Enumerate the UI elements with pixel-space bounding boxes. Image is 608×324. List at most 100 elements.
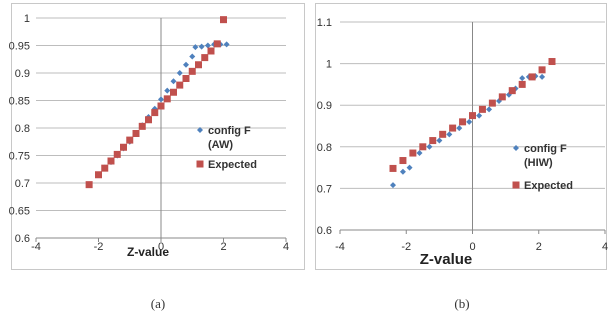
expected-point-a <box>195 61 202 69</box>
y-tick-label-a: 0.9 <box>15 68 30 80</box>
expected-point-b <box>409 149 417 157</box>
expected-point-a <box>201 54 209 62</box>
expected-point-a <box>188 67 196 75</box>
config-point-b <box>476 112 483 119</box>
y-tick-label-b: 1.1 <box>317 17 332 29</box>
expected-point-a <box>163 95 171 103</box>
x-axis-label-b: Z-value <box>420 251 473 268</box>
expected-point-b <box>449 124 457 132</box>
config-point-b <box>416 150 423 157</box>
expected-point-a <box>145 116 152 124</box>
expected-point-a <box>132 130 140 137</box>
expected-point-a <box>220 16 227 24</box>
expected-point-b <box>469 112 476 120</box>
expected-point-a <box>107 157 115 165</box>
x-tick-label-a: 0 <box>158 241 164 253</box>
config-point-a <box>170 78 177 85</box>
expected-point-a <box>151 109 159 117</box>
config-point-b <box>390 182 396 189</box>
legend-label-config-a: (AW) <box>208 139 233 151</box>
expected-point-b <box>488 99 496 107</box>
config-point-b <box>539 73 546 80</box>
x-tick-label-b: 2 <box>536 241 542 253</box>
expected-point-b <box>389 164 397 172</box>
expected-point-b <box>399 157 407 165</box>
x-axis-label-a: Z-value <box>127 245 169 259</box>
config-point-b <box>426 143 433 150</box>
expected-point-b <box>478 105 486 113</box>
expected-point-b <box>439 130 447 138</box>
config-point-a <box>192 44 199 51</box>
y-tick-label-b: 0.9 <box>317 100 332 112</box>
expected-point-b <box>498 93 506 101</box>
config-point-a <box>164 87 171 94</box>
legend-marker-expected-b <box>512 181 520 189</box>
x-tick-label-b: 0 <box>469 241 475 253</box>
config-point-b <box>456 125 463 132</box>
expected-point-a <box>95 171 102 179</box>
expected-point-a <box>176 81 184 89</box>
chart-panel-b: 0.6 0.7 0.8 0.9 1 1.1 -4 -2 0 2 4 Z-value config F (H… <box>308 0 608 272</box>
expected-point-a <box>126 136 134 144</box>
chart-b-svg: 0.6 0.7 0.8 0.9 1 1.1 -4 -2 0 2 4 Z-value config F (H… <box>317 17 608 268</box>
x-tick-label-b: -4 <box>335 241 345 253</box>
x-tick-label-b: 4 <box>602 241 608 253</box>
config-point-a <box>204 42 211 49</box>
x-tick-label-a: 4 <box>283 241 289 253</box>
config-point-b <box>519 75 526 82</box>
expected-point-b <box>459 118 467 126</box>
config-point-a <box>189 53 196 60</box>
config-point-a <box>198 43 205 50</box>
expected-point-a <box>120 143 127 151</box>
y-tick-label-a: 1 <box>24 13 30 25</box>
legend-marker-expected-a <box>196 160 204 168</box>
caption-a: (a) <box>150 296 166 311</box>
expected-point-a <box>213 40 221 48</box>
expected-point-a <box>157 102 165 110</box>
legend-label-config-a: config F <box>208 125 251 137</box>
y-tick-label-a: 0.8 <box>15 123 30 135</box>
expected-point-a <box>113 150 121 158</box>
y-tick-label-b: 1 <box>326 59 332 71</box>
y-tick-label-a: 0.6 <box>15 233 30 245</box>
expected-point-a <box>207 47 215 55</box>
y-tick-label-a: 0.85 <box>9 96 30 108</box>
expected-point-b <box>548 58 556 66</box>
config-point-b <box>399 168 406 175</box>
chart-frame-a <box>11 3 305 270</box>
config-point-a <box>176 70 183 76</box>
y-tick-label-a: 0.65 <box>9 206 30 218</box>
y-tick-label-a: 0.95 <box>9 41 30 53</box>
y-tick-label-b: 0.8 <box>317 142 332 154</box>
config-point-a <box>183 61 189 68</box>
expected-point-a <box>101 164 109 172</box>
expected-point-a <box>138 122 146 130</box>
expected-point-b <box>429 137 437 145</box>
legend-label-config-b: (HIW) <box>524 157 553 169</box>
config-point-a <box>158 96 164 103</box>
chart-panel-a: 0.6 0.65 0.7 0.75 0.8 0.85 0.9 0.95 1 -4 -2 0 2 4 Z-va… <box>8 0 308 272</box>
x-tick-label-a: -2 <box>94 241 104 253</box>
y-tick-label-b: 0.6 <box>317 225 332 237</box>
expected-point-b <box>518 80 526 88</box>
config-point-b <box>406 164 413 171</box>
expected-point-b <box>528 73 536 81</box>
y-tick-label-b: 0.7 <box>317 183 332 195</box>
expected-point-b <box>538 66 546 74</box>
legend-label-config-b: config F <box>524 143 567 155</box>
expected-point-b <box>508 87 516 95</box>
y-tick-label-a: 0.7 <box>15 178 30 190</box>
expected-point-b <box>419 143 427 151</box>
config-point-b <box>466 118 473 125</box>
legend-label-expected-b: Expected <box>524 180 573 192</box>
config-point-a <box>223 41 230 48</box>
x-tick-label-b: -2 <box>401 241 411 253</box>
legend-marker-config-b <box>513 145 519 151</box>
chart-frame-b <box>315 3 607 270</box>
expected-point-a <box>85 181 93 189</box>
caption-b: (b) <box>454 296 470 311</box>
x-tick-label-a: -4 <box>31 241 41 253</box>
expected-point-a <box>170 88 177 96</box>
legend-label-expected-a: Expected <box>208 159 257 171</box>
y-tick-label-a: 0.75 <box>9 151 30 163</box>
